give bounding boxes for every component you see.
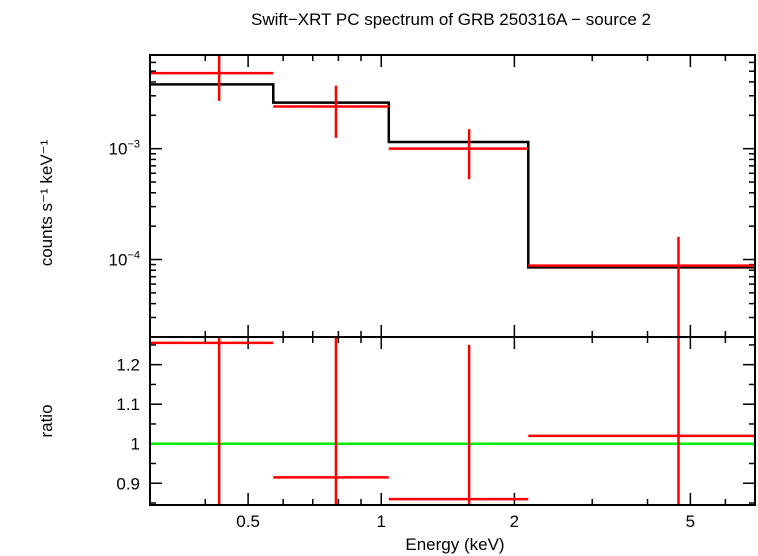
ratio-y-tick-label: 1.1 <box>116 395 140 414</box>
ratio-y-tick-label: 1 <box>131 435 140 454</box>
model-step-line <box>150 83 755 269</box>
ratio-y-axis-label: ratio <box>37 404 56 437</box>
spectrum-y-axis-label: counts s⁻¹ keV⁻¹ <box>37 139 56 266</box>
x-tick-label: 5 <box>686 512 695 531</box>
y-tick-label: 10−3 <box>109 139 140 159</box>
y-tick-label: 10−4 <box>109 250 140 270</box>
x-tick-label: 1 <box>377 512 386 531</box>
x-axis-label: Energy (keV) <box>405 535 504 554</box>
ratio-panel-frame <box>149 336 756 506</box>
spectrum-panel-frame <box>149 54 756 338</box>
chart-title: Swift−XRT PC spectrum of GRB 250316A − s… <box>251 10 651 29</box>
x-tick-label: 0.5 <box>236 512 260 531</box>
spectrum-panel: 10−3 10−4 counts s⁻¹ keV⁻¹ <box>37 54 756 349</box>
ratio-y-tick-label: 1.2 <box>116 356 140 375</box>
ratio-panel: 0.5 1 2 5 0.9 1 1.1 1.2 ratio <box>37 336 756 531</box>
ratio-y-tick-label: 0.9 <box>116 474 140 493</box>
x-tick-label: 2 <box>510 512 519 531</box>
